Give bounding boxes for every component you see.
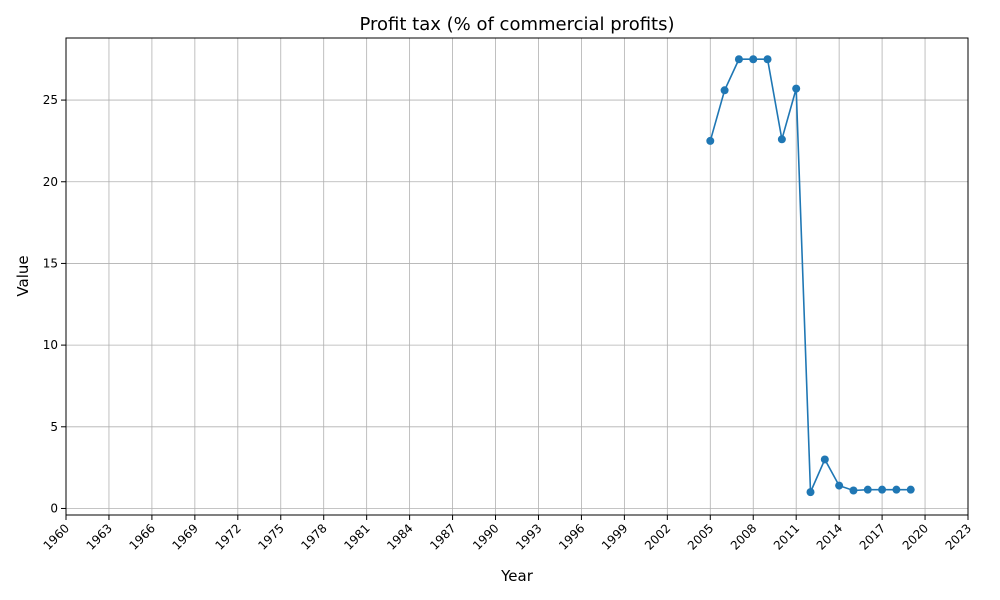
x-tick-label: 2020 bbox=[900, 521, 931, 552]
y-axis: 0 5 10 15 20 25 bbox=[43, 93, 66, 515]
y-tick-label: 20 bbox=[43, 175, 58, 189]
x-tick-label: 2017 bbox=[857, 521, 888, 552]
x-tick-label: 1972 bbox=[212, 521, 243, 552]
x-tick-label: 1975 bbox=[255, 521, 286, 552]
y-tick-label: 10 bbox=[43, 338, 58, 352]
x-tick-label: 1969 bbox=[169, 521, 200, 552]
x-tick-label: 1984 bbox=[384, 521, 415, 552]
data-point bbox=[906, 485, 915, 494]
data-point bbox=[849, 486, 858, 495]
data-point bbox=[863, 485, 872, 494]
x-tick-label: 2011 bbox=[771, 521, 802, 552]
x-tick-label: 1993 bbox=[513, 521, 544, 552]
x-tick-label: 1990 bbox=[470, 521, 501, 552]
series-line bbox=[709, 58, 911, 493]
x-tick-label: 1960 bbox=[41, 521, 72, 552]
data-point bbox=[878, 485, 887, 494]
data-point bbox=[820, 455, 829, 464]
x-tick-label: 1987 bbox=[427, 521, 458, 552]
x-tick-label: 2023 bbox=[943, 521, 974, 552]
data-point bbox=[706, 136, 715, 145]
x-tick-label: 1963 bbox=[84, 521, 115, 552]
plot-frame bbox=[65, 37, 969, 516]
y-tick-label: 15 bbox=[43, 256, 58, 270]
x-tick-label: 1981 bbox=[341, 521, 372, 552]
x-tick-label: 2005 bbox=[685, 521, 716, 552]
data-point bbox=[749, 55, 758, 64]
x-axis-title: Year bbox=[500, 567, 534, 585]
y-axis-title: Value bbox=[14, 255, 32, 296]
data-point bbox=[763, 55, 772, 64]
x-tick-label: 2002 bbox=[642, 521, 673, 552]
y-tick-label: 25 bbox=[43, 93, 58, 107]
grid-lines bbox=[65, 38, 969, 515]
x-tick-label: 1978 bbox=[298, 521, 329, 552]
data-point bbox=[792, 84, 801, 93]
x-tick-label: 1966 bbox=[127, 521, 158, 552]
chart-title: Profit tax (% of commercial profits) bbox=[360, 14, 675, 35]
y-tick-label: 0 bbox=[50, 501, 58, 515]
x-tick-label: 1999 bbox=[599, 521, 630, 552]
series-layer bbox=[706, 55, 915, 497]
data-point bbox=[734, 55, 743, 64]
x-axis: 1960 1963 1966 1969 1972 1975 1978 1981 1984 1987… bbox=[41, 515, 974, 553]
data-point bbox=[806, 488, 815, 497]
x-tick-label: 1996 bbox=[556, 521, 587, 552]
data-point bbox=[892, 485, 901, 494]
data-point bbox=[835, 481, 844, 490]
y-tick-label: 5 bbox=[50, 420, 58, 434]
data-point bbox=[777, 135, 786, 144]
x-tick-label: 2014 bbox=[814, 521, 845, 552]
x-tick-label: 2008 bbox=[728, 521, 759, 552]
data-point bbox=[720, 86, 729, 95]
